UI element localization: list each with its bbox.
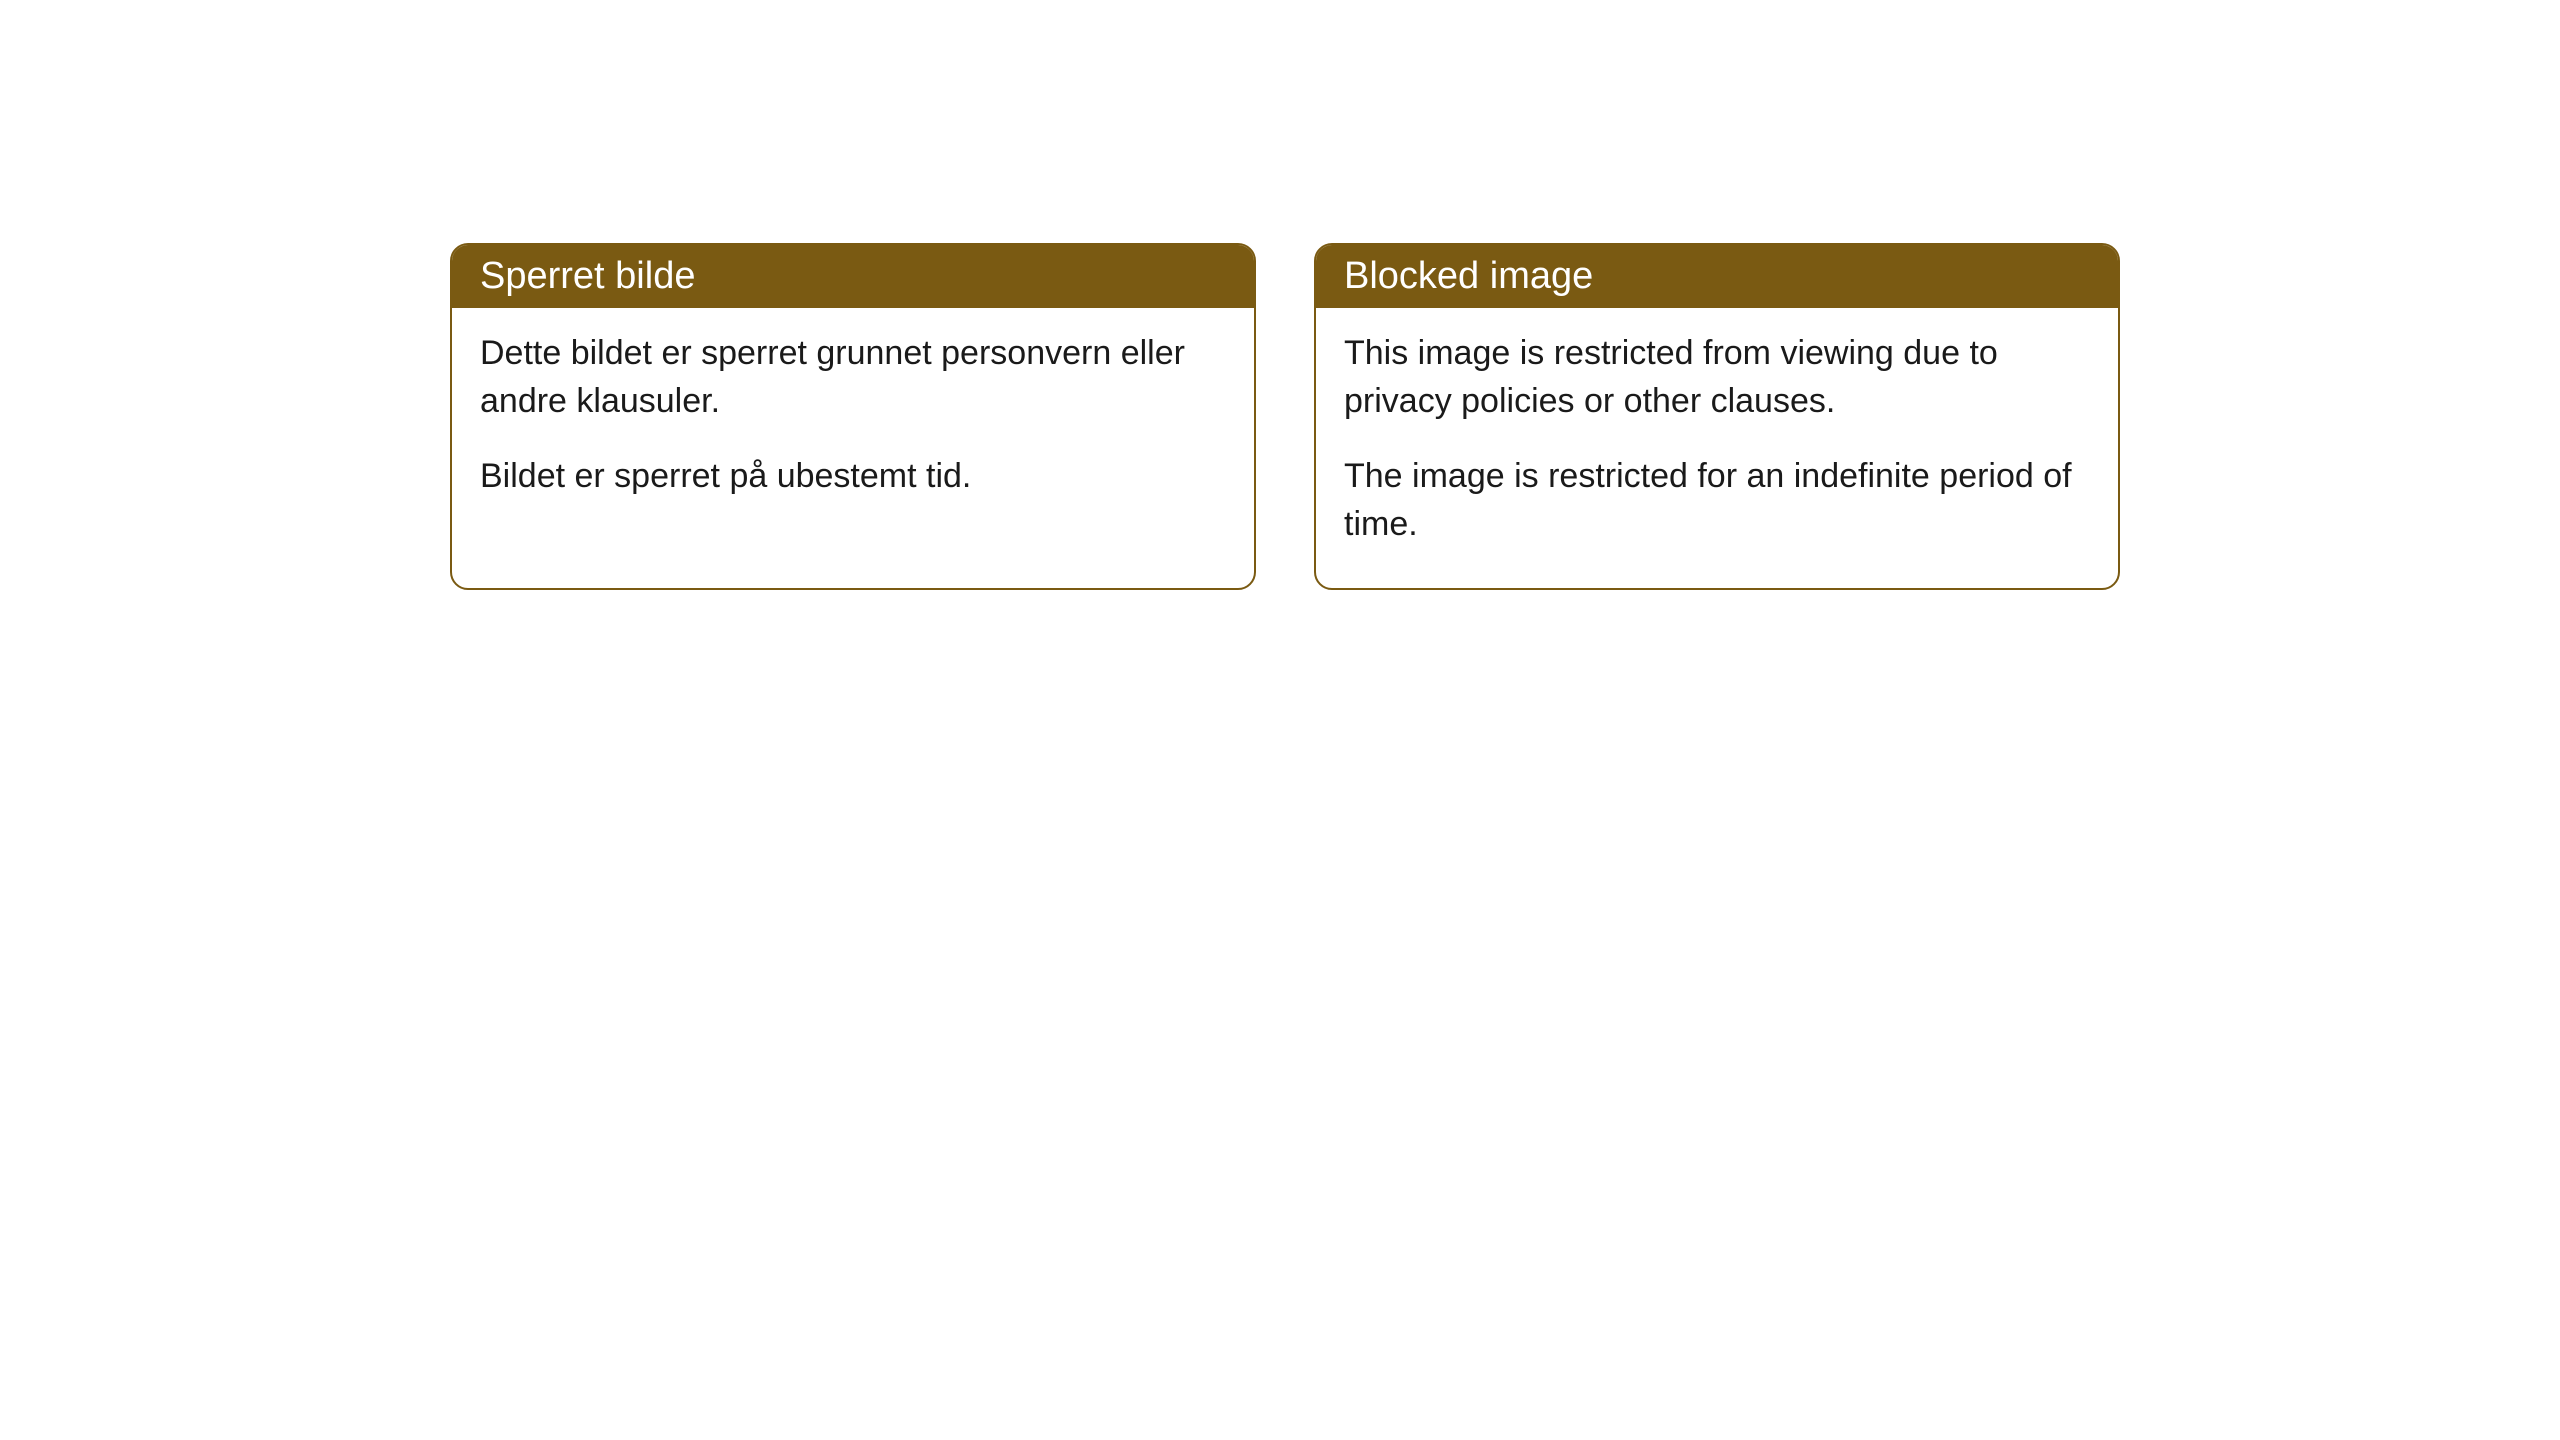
card-body: This image is restricted from viewing du… [1316, 308, 2118, 588]
card-paragraph-2: Bildet er sperret på ubestemt tid. [480, 453, 1226, 501]
blocked-image-card-english: Blocked image This image is restricted f… [1314, 243, 2120, 590]
notice-cards-container: Sperret bilde Dette bildet er sperret gr… [0, 0, 2560, 590]
card-title: Blocked image [1344, 255, 1593, 297]
card-paragraph-1: This image is restricted from viewing du… [1344, 330, 2090, 425]
card-body: Dette bildet er sperret grunnet personve… [452, 308, 1254, 541]
card-header: Sperret bilde [452, 245, 1254, 308]
card-title: Sperret bilde [480, 255, 695, 297]
blocked-image-card-norwegian: Sperret bilde Dette bildet er sperret gr… [450, 243, 1256, 590]
card-paragraph-2: The image is restricted for an indefinit… [1344, 453, 2090, 548]
card-paragraph-1: Dette bildet er sperret grunnet personve… [480, 330, 1226, 425]
card-header: Blocked image [1316, 245, 2118, 308]
